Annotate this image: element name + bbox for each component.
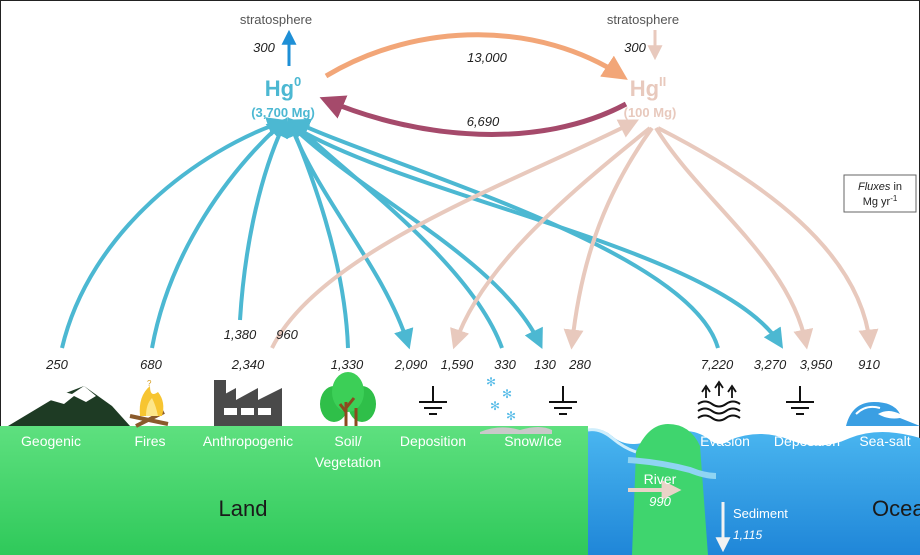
snow-deposition-hgII-flux: 280 [568, 357, 591, 372]
ocean-deposition-hg0-arrow [294, 126, 784, 349]
reduction-flux-value: 6,690 [467, 114, 500, 129]
ocean-deposition-hgII-flux: 3,950 [800, 357, 833, 372]
units-legend-line1: Fluxes in [858, 181, 902, 193]
land-deposition-hg0-flux: 2,090 [394, 357, 428, 372]
stratosphere-right-flux: 300 [624, 40, 646, 55]
factory-icon [214, 380, 282, 426]
hgII-label: HgII [630, 74, 667, 101]
hgII-symbol: Hg [630, 76, 659, 101]
snow-ice-label: Snow/Ice [504, 433, 562, 449]
anthropogenic-hg0-arrow [238, 116, 288, 321]
sea-salt-arrow [657, 126, 879, 350]
geogenic-arrow [60, 117, 288, 349]
ocean-evasion-flux: 7,220 [701, 357, 734, 372]
soil-label-line2: Vegetation [315, 454, 381, 470]
ocean-evasion-arrow [289, 118, 720, 349]
wave-icon [846, 402, 920, 426]
geogenic-label: Geogenic [21, 433, 81, 449]
fluxes-word: Fluxes [858, 181, 891, 193]
hg0-flux-arrows [60, 116, 784, 350]
land-region-label: Land [219, 496, 268, 521]
sediment-label: Sediment [733, 506, 788, 521]
snow-ground-icon [480, 386, 577, 434]
deposition-ground-icon [419, 386, 447, 415]
fires-arrow [150, 118, 288, 349]
snowflake-icon: ✻ ✻ ✻ ✻ [486, 375, 516, 423]
tree-icon [320, 372, 376, 426]
fires-flux: 680 [140, 357, 162, 372]
hg0-symbol: Hg [265, 76, 294, 101]
hgII-flux-arrows [270, 119, 879, 350]
svg-text:✻: ✻ [506, 409, 516, 423]
river-flux: 990 [649, 494, 671, 509]
soil-vegetation-flux: 1,330 [331, 357, 364, 372]
category-labels: Geogenic Fires Anthropogenic Soil/ Veget… [21, 433, 911, 470]
in-word: in [890, 181, 902, 193]
units-exponent: -1 [890, 194, 898, 203]
sea-salt-label: Sea-salt [859, 433, 910, 449]
stratosphere-left-flux: 300 [253, 40, 275, 55]
snow-ice-emission-arrow [289, 118, 504, 349]
hg0-label: Hg0 [265, 74, 302, 101]
anthropogenic-hgII-arrow [270, 119, 639, 349]
soil-vegetation-arrow [286, 116, 350, 349]
wave-crest [587, 428, 637, 454]
units-text: Mg yr [863, 196, 891, 208]
anthropogenic-hgII-flux: 960 [276, 327, 298, 342]
snow-deposition-hg0-arrow [292, 126, 543, 350]
land-deposition-hg0-arrow [290, 127, 414, 350]
svg-text:?: ? [147, 379, 152, 388]
hgII-superscript: II [659, 74, 666, 89]
volcano-icon [8, 386, 130, 426]
ocean-deposition-hgII-arrow [654, 126, 814, 350]
units-legend-line2: Mg yr-1 [863, 194, 898, 208]
land-deposition-hgII-arrow [450, 126, 652, 350]
geogenic-flux: 250 [45, 357, 68, 372]
anthropogenic-hg0-flux: 2,340 [231, 357, 265, 372]
stratosphere-right-label: stratosphere [607, 12, 679, 27]
snow-deposition-hg0-flux: 130 [534, 357, 556, 372]
sediment-flux: 1,115 [733, 528, 762, 542]
soil-label-line1: Soil/ [334, 433, 361, 449]
evasion-icon [697, 380, 741, 422]
oxidation-arrow [324, 32, 628, 80]
ocean-deposition-hg0-flux: 3,270 [754, 357, 787, 372]
snow-ice-emission-flux: 330 [494, 357, 516, 372]
ocean-deposition-label: Deposition [774, 433, 840, 449]
land-area [0, 426, 588, 555]
fires-label: Fires [134, 433, 165, 449]
stratosphere-left-label: stratosphere [240, 12, 312, 27]
hg0-mass: (3,700 Mg) [251, 105, 315, 120]
oxidation-flux-value: 13,000 [467, 50, 508, 65]
hgII-mass: (100 Mg) [624, 105, 677, 120]
svg-text:✻: ✻ [486, 375, 496, 389]
anthropogenic-label: Anthropogenic [203, 433, 293, 449]
hg0-superscript: 0 [294, 74, 301, 89]
river-label: River [644, 471, 677, 487]
anthropogenic-hg0-upper-flux: 1,380 [224, 327, 257, 342]
evasion-label: Evasion [700, 433, 750, 449]
land-deposition-hgII-flux: 1,590 [441, 357, 474, 372]
river-channel [627, 457, 717, 479]
sea-salt-flux: 910 [858, 357, 880, 372]
ocean-deposition-ground-icon [786, 386, 814, 415]
units-legend-box [843, 174, 917, 213]
land-deposition-label: Deposition [400, 433, 466, 449]
svg-text:✻: ✻ [502, 387, 512, 401]
ocean-region-label: Ocean [872, 496, 920, 521]
units-legend: Fluxes in Mg yr-1 [843, 174, 917, 213]
ground [0, 424, 920, 555]
fire-icon: ? [129, 379, 169, 428]
svg-text:✻: ✻ [490, 399, 500, 413]
reduction-arrow [319, 95, 628, 137]
flux-values: 250 680 1,380 960 2,340 1,330 2,090 1,59… [45, 327, 880, 372]
snow-deposition-hgII-arrow [563, 126, 654, 350]
